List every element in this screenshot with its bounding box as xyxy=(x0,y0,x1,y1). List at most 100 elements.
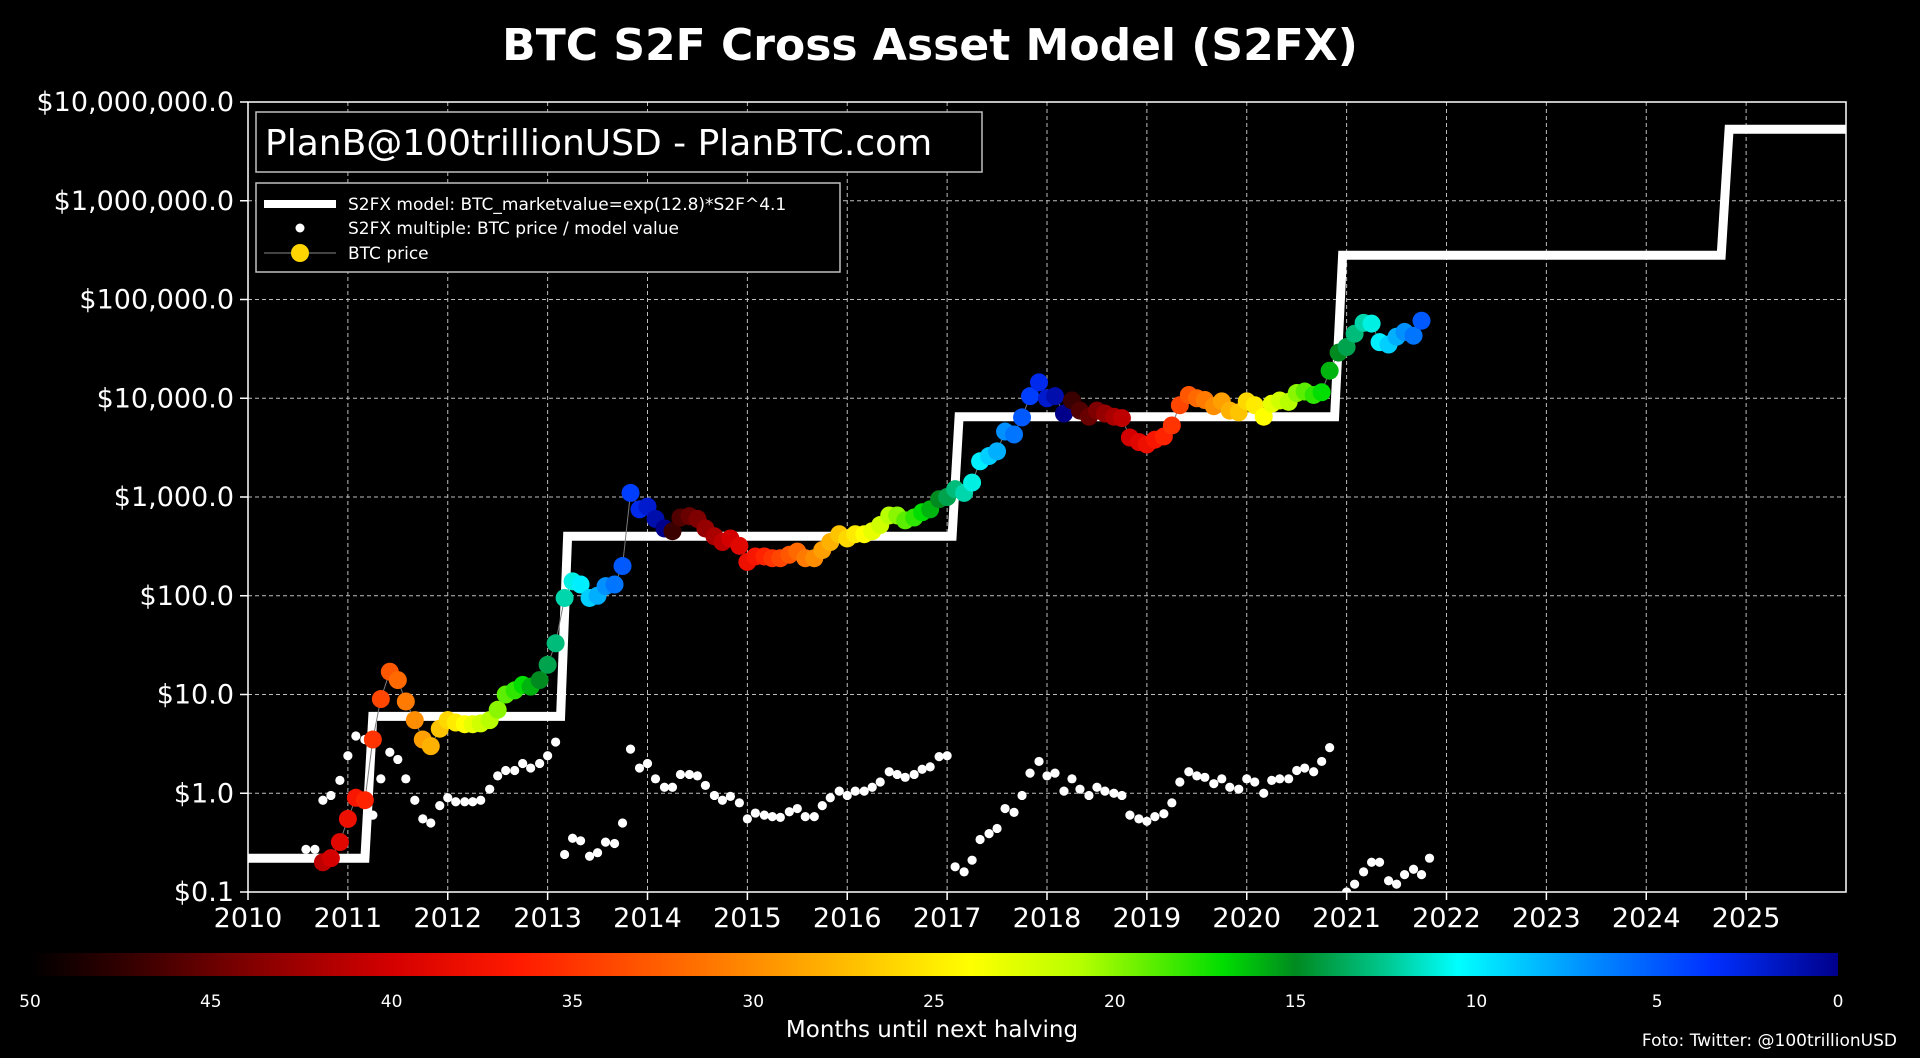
multiple-point xyxy=(485,784,495,794)
multiple-point xyxy=(301,844,311,855)
price-point xyxy=(1312,383,1331,402)
multiple-point xyxy=(692,771,703,781)
price-point xyxy=(1045,387,1064,406)
x-tick-label: 2018 xyxy=(1013,903,1082,934)
legend-model-label: S2FX model: BTC_marketvalue=exp(12.8)*S2… xyxy=(348,195,786,215)
legend-multiple-swatch xyxy=(295,223,305,233)
watermark-box xyxy=(255,111,983,173)
price-point xyxy=(1112,409,1131,428)
price-point xyxy=(1021,387,1040,406)
x-axis: 2010 2011 2012 2013 2014 2015 2016 2017 2018 2019… xyxy=(214,892,1780,934)
multiple-point xyxy=(975,834,985,845)
multiple-point xyxy=(817,800,827,811)
price-point xyxy=(1005,425,1024,444)
colorbar-tick-label: 25 xyxy=(923,992,945,1012)
price-point xyxy=(663,522,682,541)
multiple-point xyxy=(1092,782,1102,792)
multiple-point xyxy=(335,775,345,785)
price-point xyxy=(571,575,590,594)
multiple-point xyxy=(1134,814,1144,824)
multiple-point xyxy=(1399,870,1410,880)
y-axis: $0.1 $1.0 $10.0 $100.0 $1,000.0 $10,000.0 $100… xyxy=(36,87,248,908)
multiple-point xyxy=(1109,788,1119,798)
y-tick-label: $100,000.0 xyxy=(79,285,234,316)
multiple-point xyxy=(875,777,885,787)
multiple-point xyxy=(892,769,902,780)
multiple-point xyxy=(510,765,520,776)
multiple-point xyxy=(734,798,744,808)
x-tick-label: 2014 xyxy=(613,903,682,934)
multiple-point xyxy=(418,814,428,824)
multiple-point xyxy=(925,762,935,772)
multiple-point xyxy=(842,790,852,801)
multiple-point xyxy=(1391,879,1402,889)
multiple-point xyxy=(609,838,620,849)
s2fx-multiple-series xyxy=(301,731,1435,892)
multiple-point xyxy=(410,795,420,805)
price-point xyxy=(538,655,557,674)
multiple-point xyxy=(1059,786,1069,796)
multiple-point xyxy=(775,812,785,822)
multiple-point xyxy=(600,837,611,847)
multiple-point xyxy=(800,812,810,822)
multiple-point xyxy=(1267,775,1277,785)
price-point xyxy=(1013,408,1032,427)
multiple-point xyxy=(1067,774,1077,784)
multiple-point xyxy=(326,790,336,801)
multiple-point xyxy=(1225,782,1235,792)
colorbar-tick-label: 50 xyxy=(19,992,41,1012)
multiple-point xyxy=(343,751,353,761)
multiple-point xyxy=(634,763,645,773)
multiple-point xyxy=(684,769,695,780)
price-point xyxy=(963,473,982,492)
x-tick-label: 2011 xyxy=(314,903,383,934)
multiple-point xyxy=(667,782,678,792)
multiple-point xyxy=(560,849,570,860)
y-tick-label: $1,000.0 xyxy=(114,482,234,513)
multiple-point xyxy=(1217,774,1227,784)
multiple-point xyxy=(351,731,361,741)
multiple-point xyxy=(1084,790,1094,801)
multiple-point xyxy=(1050,768,1060,778)
multiple-point xyxy=(792,803,802,814)
multiple-point xyxy=(784,807,794,817)
colorbar xyxy=(30,953,1838,976)
multiple-point xyxy=(909,769,919,780)
price-point xyxy=(621,483,640,502)
multiple-point xyxy=(1416,870,1427,880)
multiple-point xyxy=(1383,876,1394,886)
price-point xyxy=(338,809,357,828)
multiple-point xyxy=(859,786,869,796)
x-tick-label: 2023 xyxy=(1512,903,1581,934)
multiple-point xyxy=(809,812,819,822)
colorbar-tick-label: 40 xyxy=(381,992,403,1012)
watermark: PlanB@100trillionUSD - PlanBTC.com xyxy=(265,123,932,164)
multiple-point xyxy=(1366,857,1377,867)
multiple-point xyxy=(1408,864,1419,874)
price-point xyxy=(321,849,340,868)
price-point xyxy=(1320,361,1339,380)
multiple-point xyxy=(1159,809,1169,819)
multiple-point xyxy=(709,790,720,801)
multiple-point xyxy=(526,763,536,773)
price-point xyxy=(1362,314,1381,333)
y-tick-label: $1.0 xyxy=(174,778,234,809)
multiple-point xyxy=(900,772,910,782)
multiple-point xyxy=(476,795,486,805)
multiple-point xyxy=(1150,812,1160,822)
multiple-point xyxy=(934,752,944,762)
multiple-point xyxy=(642,758,653,769)
multiple-point xyxy=(834,786,844,796)
multiple-point xyxy=(1000,803,1010,814)
multiple-point xyxy=(1284,774,1294,784)
multiple-point xyxy=(1025,768,1035,778)
multiple-point xyxy=(1309,767,1319,777)
x-tick-label: 2017 xyxy=(913,903,982,934)
multiple-point xyxy=(625,744,636,754)
multiple-point xyxy=(1374,857,1385,867)
x-tick-label: 2015 xyxy=(713,903,782,934)
multiple-point xyxy=(659,782,670,792)
multiple-point xyxy=(1192,771,1202,781)
multiple-point xyxy=(742,814,752,824)
